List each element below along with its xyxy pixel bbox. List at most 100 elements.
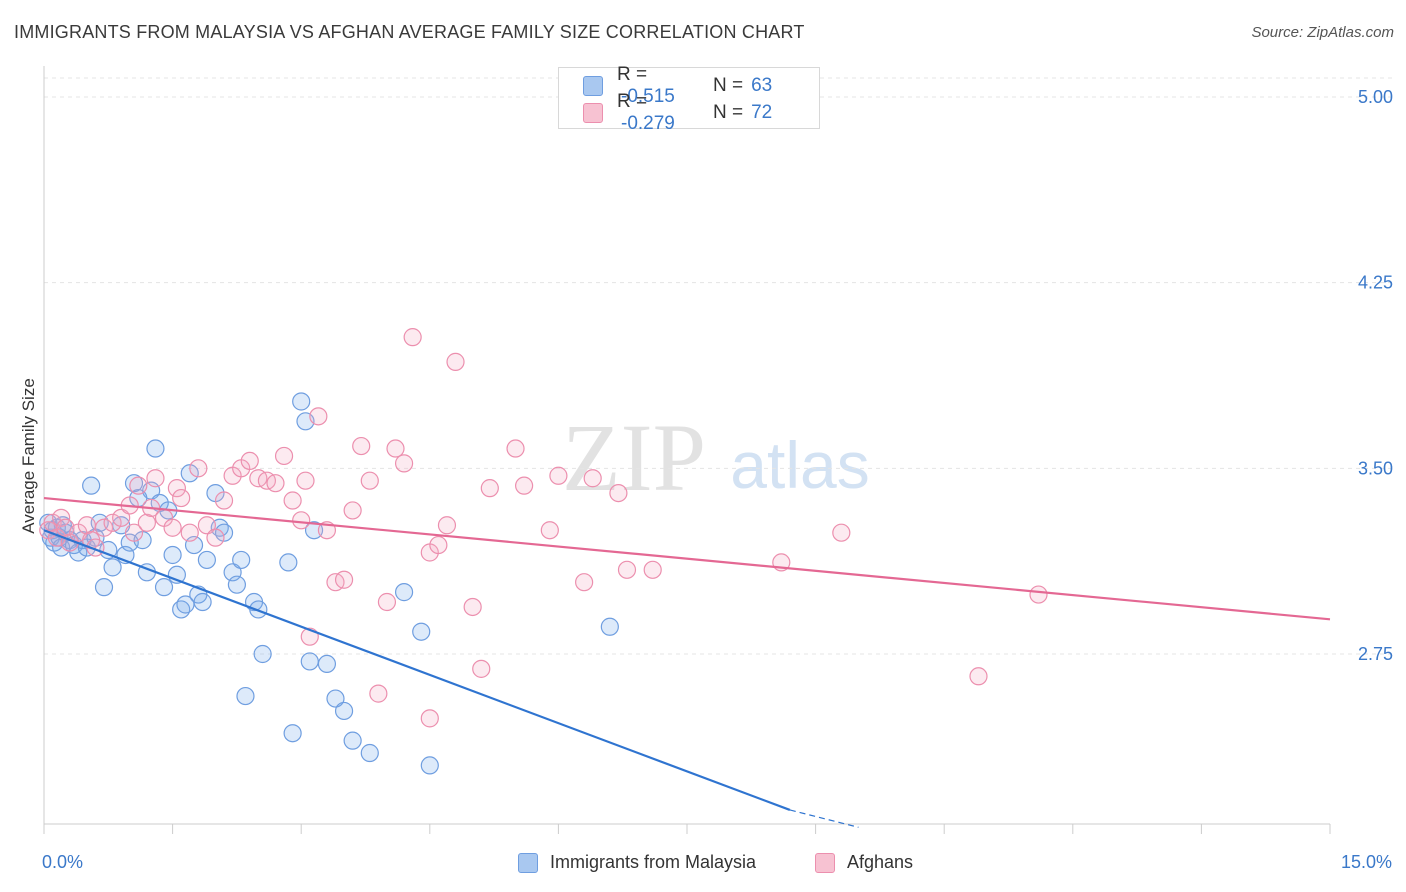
malaysia-point — [420, 756, 439, 775]
malaysia-point — [292, 392, 311, 411]
malaysia-point — [300, 652, 319, 671]
malaysia-point — [180, 464, 199, 483]
legend-box: R =-0.515 N = 63 R =-0.279 N = 72 — [558, 64, 820, 134]
malaysia-point — [326, 689, 345, 708]
legend-r-value: -0.515 — [621, 86, 675, 107]
malaysia-point — [193, 592, 212, 612]
afghans-point — [472, 659, 491, 678]
bottom-legend-swatch-afghans — [815, 852, 835, 873]
afghans-point — [969, 667, 988, 686]
afghans-point — [429, 535, 448, 555]
legend-n-value: 63 — [751, 75, 773, 96]
afghans-point — [103, 513, 122, 532]
legend-n-label: N = — [713, 102, 744, 123]
afghans-point — [1029, 585, 1048, 604]
x-axis-max-label: 15.0% — [1340, 852, 1392, 872]
malaysia-point — [154, 578, 174, 597]
malaysia-point — [232, 550, 251, 570]
malaysia-point — [236, 686, 255, 706]
afghans-point — [112, 508, 131, 527]
afghans-point — [189, 459, 208, 478]
legend-r-value: -0.279 — [621, 113, 675, 134]
afghans-point — [180, 523, 199, 542]
legend-r-label: R =-0.279 — [617, 91, 675, 134]
afghans-point — [386, 439, 405, 458]
bottom-legend-malaysia: Immigrants from Malaysia — [518, 852, 756, 873]
afghans-point — [129, 476, 148, 495]
malaysia-point — [163, 545, 182, 565]
legend-n-value: 72 — [751, 102, 773, 123]
afghans-point — [214, 491, 234, 510]
afghans-point — [463, 597, 482, 617]
afghans-point — [549, 466, 568, 485]
malaysia-point — [283, 724, 302, 743]
afghans-point — [167, 479, 186, 498]
y-axis-title: Average Family Size — [19, 378, 38, 534]
afghans-point — [575, 573, 594, 592]
x-axis-min-label: 0.0% — [42, 852, 84, 872]
afghans-point — [94, 518, 114, 537]
afghans-point — [334, 570, 354, 589]
afghans-point — [609, 483, 628, 503]
afghans-point — [124, 523, 144, 542]
afghans-point — [540, 521, 559, 540]
afghans-point — [832, 523, 851, 542]
afghans-point — [266, 474, 285, 493]
y-tick-label: 4.25 — [1358, 273, 1393, 293]
afghans-point — [146, 469, 165, 488]
legend-swatch-malaysia — [583, 76, 603, 96]
afghans-point — [394, 454, 414, 473]
malaysia-point — [343, 731, 362, 750]
malaysia-point — [360, 743, 379, 763]
malaysia-point — [146, 439, 165, 458]
malaysia-point — [214, 523, 234, 542]
afghans-point — [52, 508, 71, 527]
malaysia-point — [304, 521, 324, 540]
malaysia-point — [227, 575, 246, 594]
afghans-point — [292, 511, 311, 530]
chart-title: IMMIGRANTS FROM MALAYSIA VS AFGHAN AVERA… — [14, 22, 805, 42]
afghans-point — [437, 516, 457, 535]
afghans-point — [377, 592, 397, 612]
afghans-point — [369, 684, 388, 703]
malaysia-point — [94, 578, 114, 597]
malaysia-point — [317, 654, 337, 674]
afghans-point — [643, 560, 662, 579]
malaysia-point — [279, 553, 298, 572]
malaysia-point — [253, 644, 272, 664]
chart-source: Source: ZipAtlas.com — [1251, 24, 1394, 41]
legend-row-afghans: R =-0.279 N = 72 — [583, 91, 773, 134]
malaysia-point — [197, 550, 216, 570]
afghans-point — [343, 501, 362, 520]
malaysia-point — [334, 701, 354, 721]
afghans-point — [274, 446, 294, 466]
malaysia-point — [394, 583, 414, 602]
afghans-point — [296, 471, 315, 490]
afghans-point — [515, 476, 534, 495]
afghans-point — [480, 479, 499, 498]
watermark-zip: ZIP — [562, 404, 706, 511]
afghans-point — [206, 528, 225, 547]
y-tick-label: 5.00 — [1358, 87, 1393, 107]
legend-swatch-afghans — [583, 103, 603, 123]
malaysia-trend-line — [43, 529, 791, 811]
bottom-legend-swatch-malaysia — [518, 852, 538, 873]
bottom-legend-label-afghans: Afghans — [847, 852, 914, 872]
afghans-trend-line — [43, 496, 1331, 621]
watermark-atlas: atlas — [730, 428, 869, 502]
y-tick-label: 3.50 — [1358, 458, 1393, 478]
afghans-point — [506, 439, 525, 458]
afghans-point — [172, 488, 191, 508]
afghans-point — [283, 491, 302, 510]
legend-row-malaysia: R =-0.515 N = 63 — [583, 64, 773, 107]
malaysia-trend-extension — [789, 809, 859, 828]
afghans-point — [403, 328, 422, 347]
afghans-point — [446, 352, 465, 371]
legend-n-label: N = — [713, 75, 744, 96]
malaysia-point — [600, 617, 619, 636]
legend-r-label: R =-0.515 — [617, 64, 675, 107]
afghans-point — [617, 560, 637, 579]
afghans-point — [360, 471, 379, 490]
afghans-point — [137, 513, 156, 532]
